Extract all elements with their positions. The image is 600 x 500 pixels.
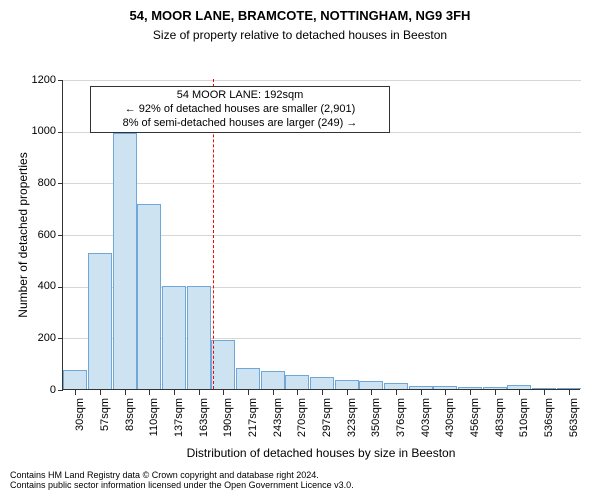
x-tick-label: 563sqm (568, 398, 580, 448)
y-tick (58, 390, 63, 391)
x-tick (297, 390, 298, 395)
histogram-bar (137, 204, 161, 389)
y-tick (58, 338, 63, 339)
histogram-bar (310, 377, 334, 389)
annotation-line: 54 MOOR LANE: 192sqm (95, 89, 385, 103)
y-tick (58, 287, 63, 288)
x-tick (174, 390, 175, 395)
x-tick-label: 323sqm (346, 398, 358, 448)
x-tick (125, 390, 126, 395)
histogram-bar (113, 133, 137, 389)
x-tick (347, 390, 348, 395)
gridline (63, 183, 581, 184)
histogram-bar (384, 383, 408, 389)
x-tick (199, 390, 200, 395)
x-tick-label: 510sqm (518, 398, 530, 448)
y-tick (58, 235, 63, 236)
x-tick-label: 137sqm (173, 398, 185, 448)
chart-title: 54, MOOR LANE, BRAMCOTE, NOTTINGHAM, NG9… (0, 8, 600, 23)
x-tick (273, 390, 274, 395)
y-tick-label: 600 (20, 229, 56, 241)
x-tick (371, 390, 372, 395)
y-tick (58, 183, 63, 184)
y-tick-label: 1200 (20, 74, 56, 86)
x-tick (149, 390, 150, 395)
x-tick-label: 350sqm (370, 398, 382, 448)
x-tick-label: 217sqm (247, 398, 259, 448)
y-tick-label: 1000 (20, 125, 56, 137)
x-tick-label: 456sqm (469, 398, 481, 448)
chart-container: 54, MOOR LANE, BRAMCOTE, NOTTINGHAM, NG9… (0, 0, 600, 500)
x-tick-label: 190sqm (222, 398, 234, 448)
chart-subtitle: Size of property relative to detached ho… (0, 28, 600, 42)
x-tick-label: 536sqm (543, 398, 555, 448)
x-tick (470, 390, 471, 395)
x-tick (100, 390, 101, 395)
histogram-bar (557, 388, 581, 389)
x-tick-label: 483sqm (494, 398, 506, 448)
y-tick (58, 80, 63, 81)
histogram-bar (162, 286, 186, 389)
x-tick-label: 110sqm (148, 398, 160, 448)
x-tick-label: 270sqm (296, 398, 308, 448)
y-tick-label: 0 (20, 384, 56, 396)
histogram-bar (88, 253, 112, 389)
histogram-bar (483, 387, 507, 389)
x-tick (569, 390, 570, 395)
histogram-bar (285, 375, 309, 389)
histogram-bar (507, 385, 531, 389)
x-tick (75, 390, 76, 395)
x-tick (396, 390, 397, 395)
histogram-bar (187, 286, 211, 389)
x-tick (544, 390, 545, 395)
histogram-bar (261, 371, 285, 389)
x-tick (495, 390, 496, 395)
annotation-line: 8% of semi-detached houses are larger (2… (95, 117, 385, 131)
x-tick-label: 430sqm (444, 398, 456, 448)
x-tick-label: 297sqm (321, 398, 333, 448)
x-tick-label: 30sqm (74, 398, 86, 448)
histogram-bar (433, 386, 457, 389)
annotation-line: ← 92% of detached houses are smaller (2,… (95, 103, 385, 117)
gridline (63, 80, 581, 81)
annotation-box: 54 MOOR LANE: 192sqm← 92% of detached ho… (90, 86, 390, 133)
histogram-bar (211, 340, 235, 389)
x-tick (519, 390, 520, 395)
histogram-bar (409, 386, 433, 389)
y-tick-label: 400 (20, 280, 56, 292)
footer-attribution: Contains HM Land Registry data © Crown c… (10, 470, 354, 490)
x-axis-label: Distribution of detached houses by size … (62, 446, 580, 460)
y-tick (58, 132, 63, 133)
x-tick (322, 390, 323, 395)
x-tick-label: 57sqm (99, 398, 111, 448)
x-tick-label: 163sqm (198, 398, 210, 448)
x-tick-label: 376sqm (395, 398, 407, 448)
x-tick-label: 83sqm (124, 398, 136, 448)
histogram-bar (458, 387, 482, 389)
x-tick (223, 390, 224, 395)
histogram-bar (532, 388, 556, 389)
x-tick (445, 390, 446, 395)
y-tick-label: 200 (20, 332, 56, 344)
histogram-bar (359, 381, 383, 389)
histogram-bar (63, 370, 87, 389)
histogram-bar (236, 368, 260, 389)
x-tick (421, 390, 422, 395)
x-tick-label: 243sqm (272, 398, 284, 448)
histogram-bar (335, 380, 359, 389)
x-tick-label: 403sqm (420, 398, 432, 448)
x-tick (248, 390, 249, 395)
y-tick-label: 800 (20, 177, 56, 189)
